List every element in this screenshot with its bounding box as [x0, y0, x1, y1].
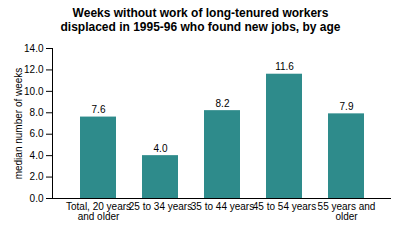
- svg-text:Total, 20 yearsand older: Total, 20 yearsand older: [66, 201, 131, 222]
- svg-text:35 to 44 years: 35 to 44 years: [191, 201, 254, 212]
- svg-text:7.6: 7.6: [92, 104, 106, 115]
- svg-text:14.0: 14.0: [24, 43, 44, 54]
- svg-text:6.0: 6.0: [30, 128, 44, 139]
- svg-text:12.0: 12.0: [24, 64, 44, 75]
- svg-text:45 to 54 years: 45 to 54 years: [253, 201, 316, 212]
- svg-text:0.0: 0.0: [30, 193, 44, 204]
- svg-text:4.0: 4.0: [30, 150, 44, 161]
- svg-text:25 to 34 years: 25 to 34 years: [129, 201, 192, 212]
- svg-text:10.0: 10.0: [24, 86, 44, 97]
- svg-text:8.0: 8.0: [30, 107, 44, 118]
- svg-text:median number of weeks: median number of weeks: [13, 68, 24, 180]
- svg-text:55 years andolder: 55 years andolder: [318, 201, 376, 222]
- svg-text:8.2: 8.2: [216, 98, 230, 109]
- svg-text:2.0: 2.0: [30, 171, 44, 182]
- html-text:Weeks without work of long-ten: Weeks without work of long-tenured worke…: [60, 6, 341, 34]
- svg-text:11.6: 11.6: [275, 61, 294, 72]
- svg-text:4.0: 4.0: [154, 143, 168, 154]
- svg-text:7.9: 7.9: [340, 101, 354, 112]
